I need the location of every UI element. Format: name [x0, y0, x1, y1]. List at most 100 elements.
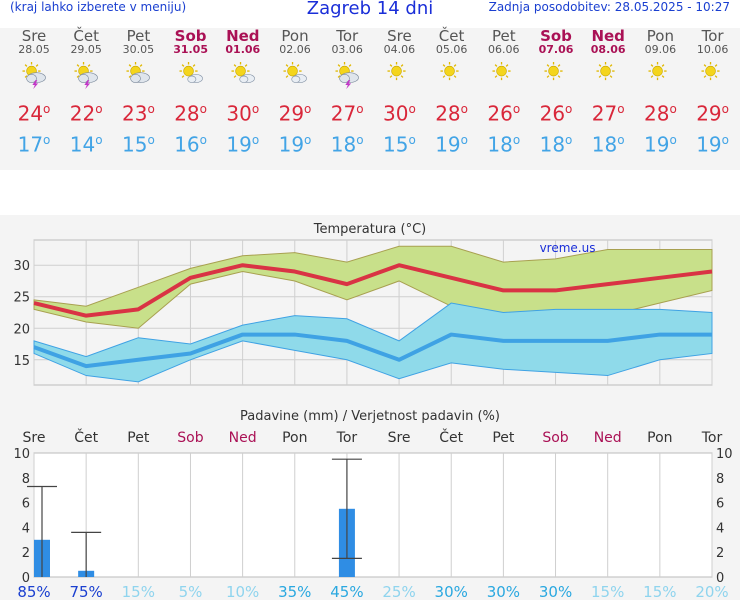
precip-day-label: Sob: [542, 430, 568, 446]
min-temp: 14o: [69, 132, 103, 157]
day-name: Pon: [281, 27, 309, 45]
day-date: 29.05: [70, 43, 102, 56]
sun-icon: [596, 62, 615, 81]
precip-day-label: Sre: [23, 430, 46, 446]
precip-probability: 15%: [122, 583, 155, 600]
day-date: 31.05: [173, 43, 208, 56]
precip-day-label: Čet: [439, 428, 463, 446]
precip-probability: 85%: [17, 583, 50, 600]
day-date: 30.05: [122, 43, 155, 56]
day-date: 28.05: [18, 43, 50, 56]
forecast-charts: Temperatura (°C)15202530vreme.usPadavine…: [13, 222, 733, 600]
max-temp: 28o: [435, 101, 468, 126]
min-temp: 19o: [278, 132, 312, 157]
min-temp: 17o: [17, 132, 51, 157]
precip-day-label: Pet: [127, 430, 150, 446]
sun-cloud-thunder-icon: [335, 62, 360, 90]
precip-day-label: Sob: [177, 430, 203, 446]
max-temp: 29o: [278, 101, 312, 126]
max-temp: 30o: [226, 101, 260, 126]
day-column: Sre 28.05 24o 17o: [8, 28, 60, 155]
min-temp: 15o: [382, 132, 416, 157]
precip-probability: 30%: [539, 583, 572, 600]
max-temp: 27o: [330, 101, 364, 126]
precip-y-tick-left: 0: [22, 571, 30, 586]
precip-probability: 10%: [226, 583, 259, 600]
sun-icon: [440, 62, 459, 81]
sun-icon: [701, 62, 720, 81]
precip-probability: 35%: [278, 583, 311, 600]
sun-cloud-thunder-icon: [74, 62, 99, 90]
temp-y-tick: 25: [13, 291, 30, 306]
day-name: Pet: [491, 27, 516, 45]
precip-y-tick-right: 10: [716, 447, 733, 462]
day-date: 03.06: [331, 43, 363, 56]
max-temp: 28o: [174, 101, 207, 126]
temperature-chart-title: Temperatura (°C): [313, 222, 426, 237]
day-column: Tor 10.06 29o 19o: [687, 28, 739, 155]
precip-probability: 45%: [330, 583, 363, 600]
day-column: Pon 09.06 28o 19o: [634, 28, 686, 155]
max-temp: 26o: [539, 101, 573, 126]
precip-y-tick-left: 4: [22, 521, 30, 536]
sun-small-cloud-icon: [283, 62, 307, 83]
location-hint[interactable]: (kraj lahko izberete v meniju): [10, 0, 187, 14]
precip-probability: 15%: [591, 583, 624, 600]
precip-probability: 5%: [179, 583, 203, 600]
day-name: Sre: [21, 27, 47, 45]
day-column: Pon 02.06 29o 19o: [269, 28, 321, 155]
max-temp-line: [33, 263, 713, 318]
precip-y-tick-left: 10: [13, 447, 30, 462]
day-name: Ned: [591, 27, 625, 45]
precip-day-label: Ned: [594, 430, 622, 446]
max-temp: 27o: [591, 101, 625, 126]
sun-icon: [387, 62, 406, 81]
day-column: Sob 31.05 28o 16o: [165, 28, 217, 155]
max-temp: 24o: [17, 101, 51, 126]
precip-day-label: Pon: [282, 430, 307, 446]
day-name: Pon: [646, 27, 674, 45]
sun-icon: [544, 62, 563, 81]
sun-icon: [492, 62, 511, 81]
temp-y-tick: 30: [13, 259, 30, 274]
max-temp: 26o: [487, 101, 521, 126]
min-temp: 19o: [696, 132, 729, 157]
day-column: Ned 08.06 27o 18o: [582, 28, 634, 155]
min-temp-range-band: [33, 302, 713, 383]
charts-panel: Temperatura (°C) 15 20 25 30 vreme.us Padavine…: [0, 215, 740, 600]
min-temp: 15o: [121, 132, 155, 157]
precip-probability: 75%: [69, 583, 102, 600]
precip-y-tick-left: 2: [22, 546, 30, 561]
day-date: 10.06: [696, 43, 729, 56]
day-name: Čet: [73, 27, 99, 45]
precip-y-tick-right: 0: [716, 571, 724, 586]
day-column: Sob 07.06 26o 18o: [530, 28, 582, 155]
precip-probability: 15%: [643, 583, 676, 600]
max-temp: 22o: [69, 101, 103, 126]
day-date: 05.06: [435, 43, 468, 56]
day-column: Ned 01.06 30o 19o: [217, 28, 269, 155]
min-temp: 18o: [330, 132, 364, 157]
day-column: Tor 03.06 27o 18o: [321, 28, 373, 155]
precip-chart-title: Padavine (mm) / Verjetnost padavin (%): [240, 409, 500, 424]
min-temp: 19o: [226, 132, 260, 157]
precip-day-label: Pet: [492, 430, 515, 446]
page-title: Zagreb 14 dni: [306, 0, 434, 19]
day-name: Sob: [174, 27, 207, 45]
min-temp: 19o: [435, 132, 468, 157]
day-date: 09.06: [644, 43, 677, 56]
precip-probability: 30%: [435, 583, 468, 600]
precip-y-tick-right: 2: [716, 546, 724, 561]
daily-forecast-panel: Sre 28.05 24o 17o Čet 29.05 22o 14o Pet 30.05 23o 1…: [0, 28, 740, 170]
day-date: 02.06: [279, 43, 311, 56]
day-name: Tor: [336, 27, 359, 45]
day-name: Pet: [126, 27, 151, 45]
day-column: Čet 05.06 28o 19o: [426, 28, 478, 155]
day-name: Tor: [701, 27, 724, 45]
precip-day-label: Tor: [336, 430, 358, 446]
precip-y-tick-right: 4: [716, 521, 724, 536]
precip-probability: 25%: [382, 583, 415, 600]
sun-icon: [648, 62, 667, 81]
day-date: 04.06: [383, 43, 416, 56]
day-date: 06.06: [488, 43, 520, 56]
